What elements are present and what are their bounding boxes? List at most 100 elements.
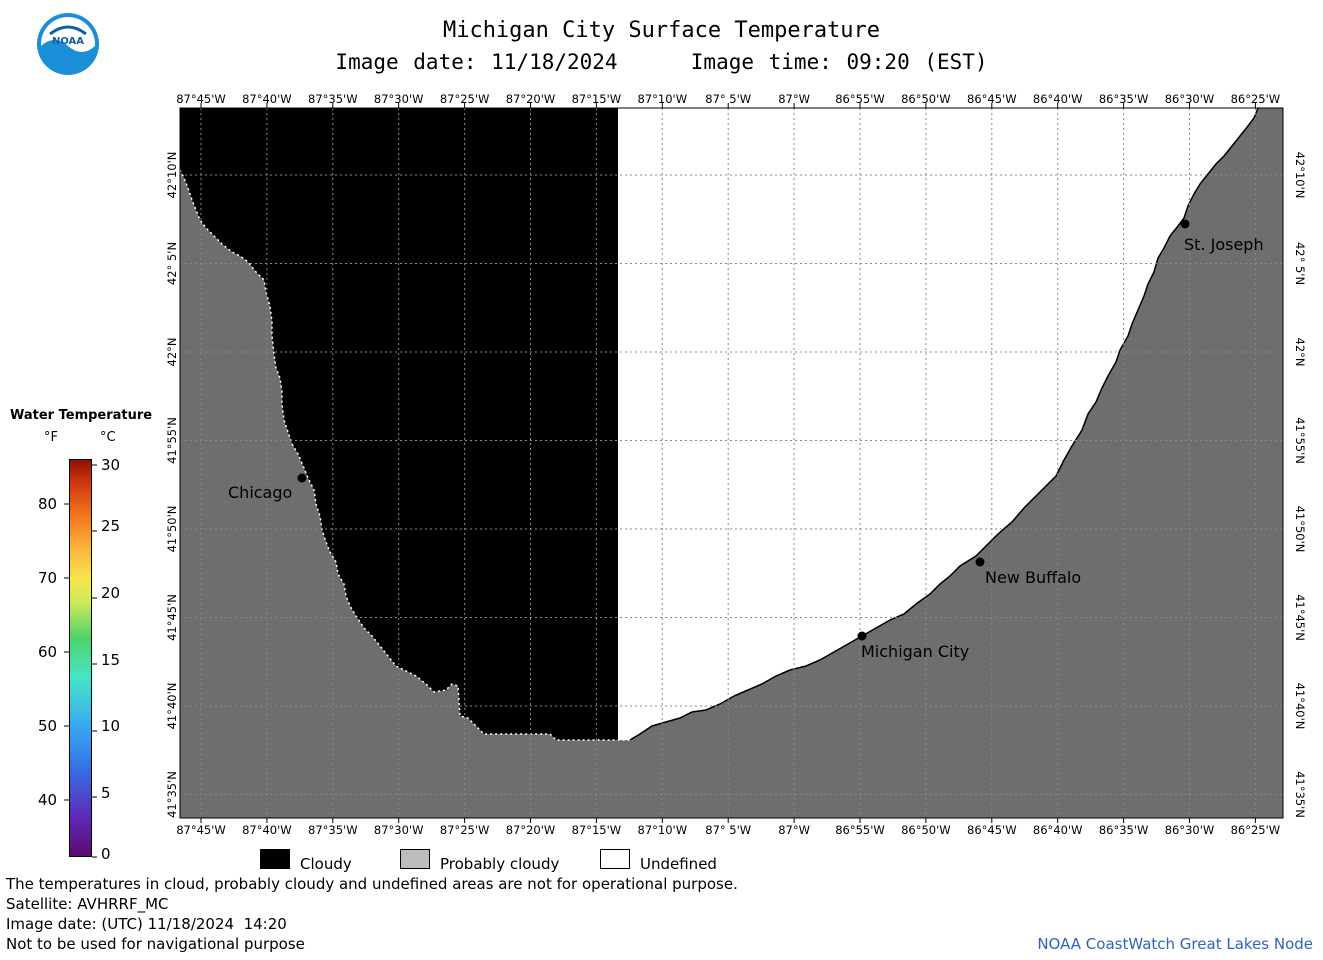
lon-label-top: 87° 5'W (705, 92, 751, 106)
f-tick: 70 (38, 569, 58, 587)
c-tick: 25 (101, 517, 121, 535)
lat-label-right: 42°N (1293, 338, 1307, 367)
lat-labels-right: 42°10'N 42° 5'N 42°N 41°55'N 41°50'N 41°45'N 4… (1293, 152, 1307, 818)
lat-label-left: 42°10'N (165, 152, 179, 199)
footer-satellite: Satellite: AVHRRF_MC (6, 895, 169, 913)
lat-label-right: 41°50'N (1293, 506, 1307, 553)
place-st-joseph: St. Joseph (1184, 235, 1264, 254)
lat-label-right: 42° 5'N (1293, 242, 1307, 285)
lon-label-bottom: 86°25'W (1231, 823, 1281, 837)
c-tick: 10 (101, 717, 121, 735)
lon-label-bottom: 87°40'W (242, 823, 292, 837)
lon-label-bottom: 87°45'W (176, 823, 226, 837)
lon-label-top: 87°25'W (440, 92, 490, 106)
lon-label-bottom: 87° 5'W (705, 823, 751, 837)
lat-label-left: 41°55'N (165, 417, 179, 464)
lon-label-bottom: 86°50'W (901, 823, 951, 837)
colorbar-tick-marks (64, 464, 97, 858)
f-tick: 50 (38, 717, 58, 735)
legend-label-cloudy: Cloudy (300, 855, 352, 873)
lon-label-bottom: 86°30'W (1165, 823, 1215, 837)
place-new-buffalo: New Buffalo (985, 568, 1081, 587)
lon-label-bottom: 87°25'W (440, 823, 490, 837)
map-title: Michigan City Surface Temperature (442, 18, 881, 43)
lat-label-left: 42° 5'N (165, 242, 179, 285)
legend-swatch-cloudy (260, 849, 290, 869)
unit-celsius: °C (100, 430, 116, 445)
c-tick: 15 (101, 651, 121, 669)
legend-label-undefined: Undefined (640, 855, 717, 873)
lon-label-bottom: 86°40'W (1033, 823, 1083, 837)
lon-label-bottom: 87°10'W (638, 823, 688, 837)
c-tick: 30 (101, 456, 121, 474)
lon-label-top: 86°55'W (835, 92, 885, 106)
chicago-marker (297, 473, 307, 483)
lat-label-right: 41°55'N (1293, 417, 1307, 464)
lon-label-top: 86°45'W (967, 92, 1017, 106)
lon-label-bottom: 87°20'W (506, 823, 556, 837)
lon-label-bottom: 87°35'W (308, 823, 358, 837)
svg-text:NOAA: NOAA (52, 36, 84, 47)
f-tick: 60 (38, 643, 58, 661)
lon-labels-top: 87°45'W 87°40'W 87°35'W 87°30'W 87°25'W 87°20… (176, 92, 1280, 106)
footer-image-date: Image date: (UTC) 11/18/2024 14:20 (6, 915, 287, 933)
lat-label-right: 42°10'N (1293, 152, 1307, 199)
shoreline-west (179, 169, 630, 741)
michigan-city-marker (857, 631, 867, 641)
st-joseph-marker (1180, 219, 1190, 229)
lon-label-top: 87°W (778, 92, 810, 106)
lon-label-top: 86°30'W (1165, 92, 1215, 106)
lon-label-top: 87°20'W (506, 92, 556, 106)
lat-label-right: 41°40'N (1293, 683, 1307, 730)
footer-navigation-warning: Not to be used for navigational purpose (6, 935, 305, 953)
lon-label-top: 87°30'W (374, 92, 424, 106)
lat-label-right: 41°35'N (1293, 771, 1307, 818)
lat-label-left: 41°50'N (165, 506, 179, 553)
lon-label-top: 87°40'W (242, 92, 292, 106)
lon-label-top: 86°50'W (901, 92, 951, 106)
undefined-area (618, 108, 1258, 740)
new-buffalo-marker (975, 557, 985, 567)
lon-label-top: 87°10'W (638, 92, 688, 106)
footer-disclaimer: The temperatures in cloud, probably clou… (6, 875, 738, 893)
lon-label-top: 86°25'W (1231, 92, 1281, 106)
lon-label-top: 86°35'W (1099, 92, 1149, 106)
lon-label-bottom: 86°35'W (1099, 823, 1149, 837)
lon-labels-bottom: 87°45'W 87°40'W 87°35'W 87°30'W 87°25'W 87°20… (176, 823, 1280, 837)
c-tick: 5 (101, 784, 111, 802)
legend-label-probably-cloudy: Probably cloudy (440, 855, 560, 873)
noaa-logo-icon: NOAA (36, 12, 100, 76)
c-tick: 0 (101, 845, 111, 863)
colorbar-title: Water Temperature (10, 408, 153, 423)
lon-label-bottom: 87°30'W (374, 823, 424, 837)
lon-label-top: 86°40'W (1033, 92, 1083, 106)
lat-label-right: 41°45'N (1293, 594, 1307, 641)
f-tick: 80 (38, 495, 58, 513)
lon-label-bottom: 86°45'W (967, 823, 1017, 837)
coastwatch-credit: NOAA CoastWatch Great Lakes Node (1037, 935, 1313, 953)
lat-label-left: 41°35'N (165, 771, 179, 818)
c-tick: 20 (101, 584, 121, 602)
lon-label-top: 87°45'W (176, 92, 226, 106)
lon-label-bottom: 87°W (778, 823, 810, 837)
lon-label-bottom: 86°55'W (835, 823, 885, 837)
lat-lon-grid (180, 103, 1283, 823)
image-date-time: Image date: 11/18/2024 Image time: 09:20… (335, 50, 988, 74)
legend-swatch-undefined (600, 849, 630, 869)
f-tick: 40 (38, 791, 58, 809)
temperature-colorbar (69, 459, 92, 857)
legend-swatch-probably-cloudy (400, 849, 430, 869)
lon-label-top: 87°15'W (572, 92, 622, 106)
lat-label-left: 41°40'N (165, 683, 179, 730)
lon-label-top: 87°35'W (308, 92, 358, 106)
shoreline-east (629, 107, 1259, 741)
place-michigan-city: Michigan City (861, 642, 969, 661)
lat-label-left: 41°45'N (165, 594, 179, 641)
unit-fahrenheit: °F (44, 430, 58, 445)
map-frame (179, 107, 1284, 819)
lat-label-left: 42°N (165, 338, 179, 367)
lon-label-bottom: 87°15'W (572, 823, 622, 837)
lat-labels-left: 42°10'N 42° 5'N 42°N 41°55'N 41°50'N 41°45'N 4… (165, 152, 179, 818)
place-chicago: Chicago (228, 483, 292, 502)
